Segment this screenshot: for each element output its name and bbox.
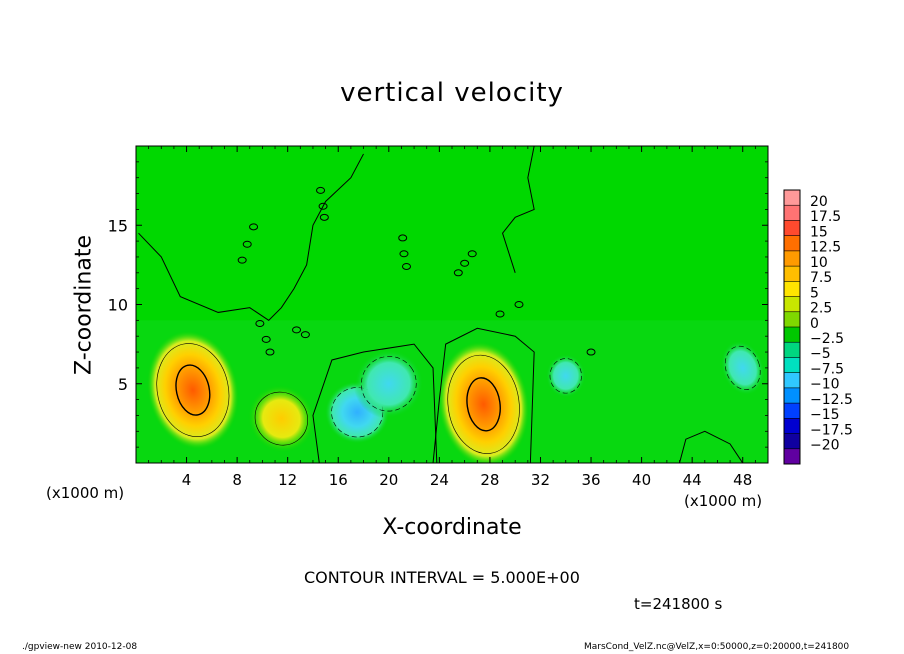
colorbar-label-8: 0 [810, 316, 819, 332]
x-tick-label-8: 36 [581, 471, 600, 489]
colorbar-label-1: 17.5 [810, 209, 841, 225]
small-contour-13 [261, 335, 271, 343]
colorbar-swatch-6 [784, 281, 800, 298]
zero-contour-3 [432, 327, 535, 463]
colorbar-swatch-10 [784, 342, 800, 358]
colorbar-swatch-13 [784, 387, 800, 404]
x-unit-label-left: (x1000 m) [46, 484, 125, 502]
colorbar-label-9: −2.5 [810, 331, 844, 347]
small-contour-19 [586, 348, 596, 356]
small-contour-6 [398, 234, 408, 242]
downdraft-cell-6 [545, 353, 586, 399]
zero-contour-1 [138, 153, 364, 321]
contour-outer-6 [549, 358, 582, 394]
colorbar-label-0: 20 [810, 194, 828, 210]
x-tick-label-5: 24 [430, 471, 449, 489]
colorbar-swatch-12 [784, 372, 800, 389]
chart-title: vertical velocity [340, 78, 564, 108]
x-tick-label-11: 48 [733, 471, 752, 489]
x-tick-label-6: 28 [480, 471, 499, 489]
time-stamp: t=241800 s [634, 595, 723, 613]
small-contour-7 [399, 250, 409, 258]
x-tick-label-3: 16 [329, 471, 348, 489]
small-contour-5 [319, 213, 329, 221]
x-tick-label-9: 40 [632, 471, 651, 489]
colorbar-label-16: −20 [810, 438, 840, 454]
colorbar-swatch-8 [784, 311, 800, 328]
colorbar-label-2: 15 [810, 224, 828, 240]
x-tick-label-2: 12 [278, 471, 297, 489]
x-unit-label-right: (x1000 m) [684, 492, 763, 510]
x-tick-label-0: 4 [182, 471, 192, 489]
colorbar-label-14: −15 [810, 407, 840, 423]
small-contour-14 [265, 348, 275, 356]
y-tick-label-1: 10 [108, 296, 128, 315]
downdraft-cell-3 [353, 348, 425, 419]
small-contour-2 [249, 223, 259, 231]
colorbar-swatch-9 [784, 327, 800, 343]
small-contour-11 [467, 250, 477, 258]
colorbar-swatch-3 [784, 235, 800, 252]
colorbar-swatch-15 [784, 418, 800, 435]
small-contour-10 [460, 259, 470, 267]
contour-outer-0 [156, 343, 230, 437]
colorbar-swatch-7 [784, 296, 800, 313]
y-axis-label: Z-coordinate [71, 235, 97, 375]
colorbar-label-12: −10 [810, 377, 840, 393]
small-contour-16 [300, 331, 310, 339]
updraft-cell-0 [146, 330, 240, 450]
updraft-cell-4 [437, 341, 530, 463]
small-contour-9 [453, 269, 463, 277]
colorbar-label-4: 10 [810, 255, 828, 271]
x-tick-label-1: 8 [232, 471, 242, 489]
contour-outer-5 [724, 345, 761, 390]
contour-interval-note: CONTOUR INTERVAL = 5.000E+00 [304, 568, 580, 587]
colorbar-label-10: −5 [810, 346, 831, 362]
small-contour-3 [316, 186, 326, 194]
colorbar-swatch-5 [784, 266, 800, 282]
colorbar-label-5: 7.5 [810, 270, 832, 286]
x-tick-label-10: 44 [683, 471, 702, 489]
colorbar-swatch-17 [784, 448, 800, 465]
footer-program: ./gpview-new 2010-12-08 [22, 642, 138, 652]
colorbar-label-7: 2.5 [810, 301, 832, 317]
zero-contour-5 [679, 430, 744, 463]
small-contour-18 [495, 310, 505, 318]
contour-outer-4 [447, 354, 520, 454]
y-tick-label-0: 5 [118, 375, 128, 394]
colorbar-swatch-16 [784, 433, 800, 450]
zero-contour-2 [312, 343, 438, 463]
contour-outer-1 [254, 391, 308, 446]
contour-outer-3 [361, 356, 417, 412]
colorbar-label-6: 5 [810, 285, 819, 301]
small-contour-15 [292, 326, 302, 334]
colorbar-swatch-11 [784, 357, 800, 374]
colorbar-swatch-2 [784, 220, 800, 237]
small-contour-17 [514, 301, 524, 308]
x-tick-label-7: 32 [531, 471, 550, 489]
colorbar-label-13: −12.5 [810, 392, 853, 408]
y-tick-label-2: 15 [108, 216, 128, 235]
colorbar-swatch-0 [784, 190, 800, 206]
small-contour-0 [237, 256, 247, 264]
colorbar-label-15: −17.5 [810, 422, 853, 438]
x-axis-label: X-coordinate [382, 515, 522, 540]
small-contour-12 [255, 320, 265, 328]
colorbar-swatch-14 [784, 403, 800, 419]
footer-source: MarsCond_VelZ.nc@VelZ,x=0:50000,z=0:2000… [584, 642, 850, 652]
small-contour-8 [401, 262, 411, 270]
small-contour-4 [318, 202, 328, 210]
colorbar-label-11: −7.5 [810, 361, 844, 377]
zero-contour-4 [502, 146, 535, 273]
colorbar-swatch-4 [784, 250, 800, 267]
contour-inner-4 [466, 377, 501, 432]
updraft-cell-1 [247, 384, 316, 453]
contour-inner-0 [175, 364, 211, 416]
small-contour-1 [242, 240, 252, 248]
colorbar-label-3: 12.5 [810, 240, 841, 256]
x-tick-label-4: 20 [379, 471, 398, 489]
colorbar-swatch-1 [784, 205, 800, 221]
